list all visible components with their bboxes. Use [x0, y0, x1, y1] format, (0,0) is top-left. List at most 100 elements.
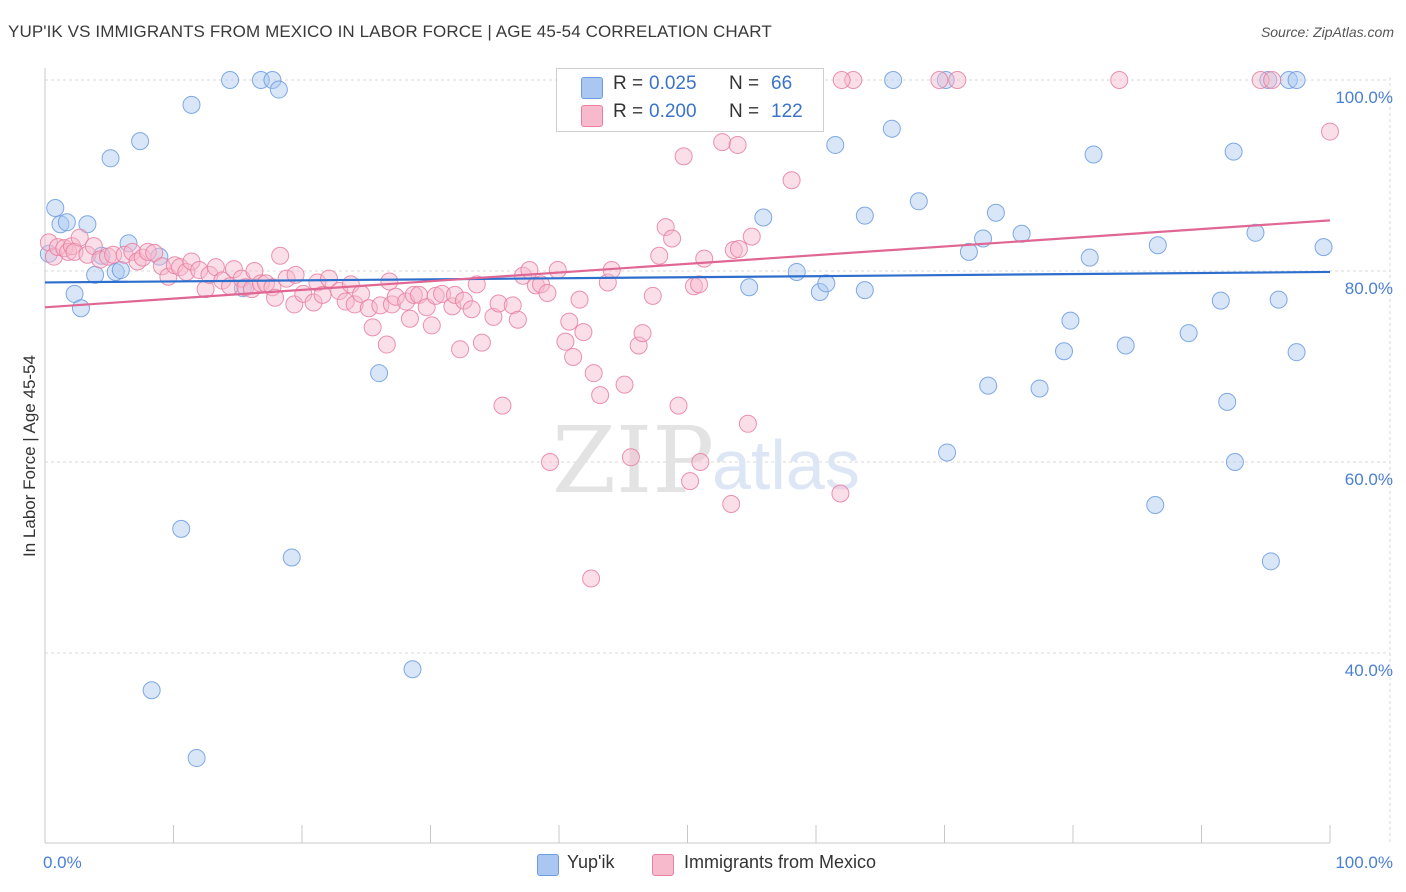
yupik-point — [187, 749, 206, 768]
legend-n-key: N = — [729, 101, 760, 122]
mexico-point — [285, 295, 304, 314]
mexico-point — [729, 240, 748, 259]
mexico-point — [266, 288, 285, 307]
mexico-point — [541, 453, 560, 471]
legend-row-yupik: R = 0.025 N = 66 — [557, 73, 823, 103]
mexico-point — [656, 218, 675, 237]
mexico-point — [286, 265, 305, 284]
mexico-point — [738, 414, 757, 433]
y-tick-label: 40.0% — [1345, 661, 1393, 680]
mexico-point — [462, 300, 481, 319]
yupik-point — [263, 71, 282, 89]
yupik-point — [1287, 71, 1306, 89]
yupik-point — [282, 548, 301, 567]
mexico-point — [650, 246, 669, 265]
mexico-point — [574, 323, 593, 342]
yupik-point — [1269, 290, 1288, 309]
mexico-point — [560, 312, 579, 331]
mexico-point — [48, 238, 67, 257]
yupik-point — [221, 71, 240, 89]
axes-layer — [44, 68, 1331, 844]
bottom-legend-label: Yup'ik — [567, 852, 615, 872]
y-axis-title: In Labor Force | Age 45-54 — [20, 355, 39, 557]
legend-r-value: 0.200 — [649, 101, 697, 122]
yupik-point — [1179, 324, 1198, 343]
yupik-point — [1080, 248, 1099, 267]
mexico-point — [313, 285, 332, 304]
mexico-trendline — [44, 219, 1331, 309]
source-label: Source: ZipAtlas.com — [1260, 24, 1394, 40]
mexico-point — [621, 448, 640, 467]
chart-title: YUP'IK VS IMMIGRANTS FROM MEXICO IN LABO… — [8, 22, 772, 41]
mexico-point — [345, 295, 364, 314]
mexico-point — [570, 290, 589, 309]
yupik-point — [1225, 453, 1244, 471]
legend-swatch-mexico — [581, 105, 603, 127]
mexico-point — [948, 71, 967, 89]
yupik-point — [938, 443, 957, 462]
mexico-point — [472, 333, 491, 352]
mexico-point — [556, 332, 575, 351]
yupik-point — [131, 132, 150, 151]
yupik-point — [86, 265, 105, 284]
watermark: ZIP atlas — [552, 407, 860, 514]
mexico-point — [722, 495, 741, 514]
mexico-point — [724, 240, 743, 259]
bottom-legend-swatch — [652, 854, 674, 876]
mexico-point — [832, 71, 851, 89]
mexico-point — [1263, 71, 1282, 89]
mexico-point — [742, 227, 761, 246]
yupik-point — [269, 80, 288, 99]
mexico-point — [503, 296, 522, 315]
legend-n-key: N = — [729, 73, 760, 94]
mexico-point — [633, 324, 652, 343]
mexico-point — [304, 293, 323, 312]
yupik-point — [1218, 392, 1237, 411]
mexico-point — [782, 171, 801, 190]
yupik-point — [1148, 236, 1167, 255]
yupik-point — [882, 119, 901, 138]
mexico-point — [145, 243, 164, 262]
yupik-point — [1116, 336, 1135, 355]
yupik-point — [787, 262, 806, 281]
yupik-point — [754, 208, 773, 227]
yupik-point — [57, 213, 76, 232]
yupik-point — [71, 299, 90, 318]
yupik-point — [119, 234, 138, 253]
legend-row-mexico: R = 0.200 N = 122 — [557, 101, 823, 131]
legend-n-value: 66 — [771, 73, 793, 94]
mexico-point — [363, 318, 382, 337]
mexico-point — [138, 242, 157, 261]
yupik-point — [909, 192, 928, 211]
yupik-point — [959, 242, 978, 261]
mexico-point — [224, 260, 243, 279]
watermark-zip: ZIP — [552, 407, 714, 514]
yupik-point — [1030, 379, 1049, 398]
mexico-point — [359, 299, 378, 318]
legend-r-key: R = — [613, 101, 644, 122]
yupik-point — [740, 278, 759, 297]
mexico-point — [615, 375, 634, 394]
mexico-point — [728, 135, 747, 154]
mexico-point — [433, 284, 452, 303]
y-tick-label: 100.0% — [1335, 88, 1393, 107]
mexico-point — [152, 257, 171, 276]
yupik-point — [1146, 495, 1165, 514]
mexico-point — [451, 340, 470, 359]
mexico-point — [1110, 71, 1129, 89]
x-tick-label: 100.0% — [1335, 853, 1393, 872]
mexico-point — [380, 272, 399, 291]
legend-swatch-yupik — [581, 77, 603, 99]
yupik-point — [1055, 342, 1074, 361]
mexico-point — [564, 347, 583, 366]
yupik-point — [1314, 238, 1333, 257]
bottom-legend-swatch — [537, 854, 559, 876]
mexico-point — [930, 71, 949, 89]
y-tick-label: 80.0% — [1345, 279, 1393, 298]
yupik-point — [1224, 142, 1243, 161]
mexico-point — [1321, 122, 1339, 141]
yupik-point — [855, 206, 874, 225]
mexico-point — [489, 294, 508, 313]
x-tick-label: 0.0% — [43, 853, 82, 872]
